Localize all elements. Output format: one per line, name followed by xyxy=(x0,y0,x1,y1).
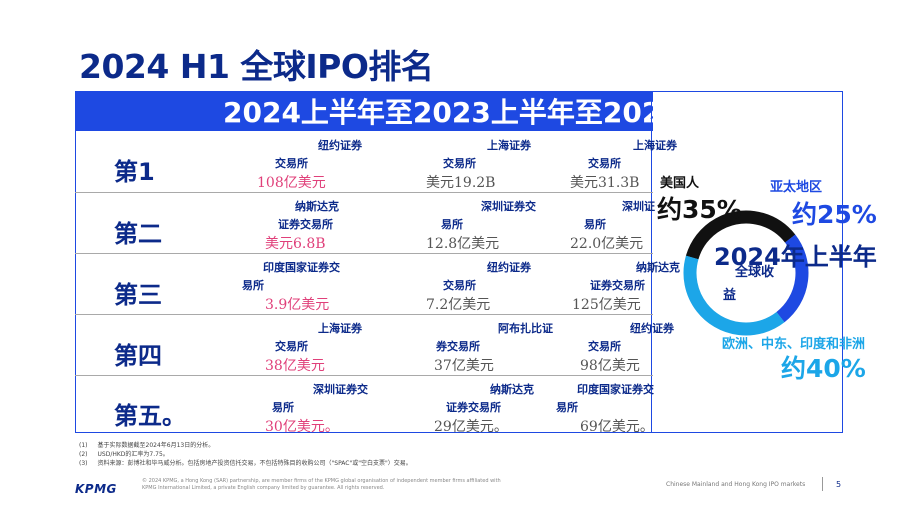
segment-pct-us: 约35% xyxy=(657,195,742,224)
donut-segment-apac xyxy=(683,210,809,336)
ipo-value: 3.9亿美元 xyxy=(265,297,330,313)
row-divider xyxy=(75,314,653,315)
exchange-name: 交易所 xyxy=(443,279,476,292)
row-divider xyxy=(75,253,653,254)
footnote-number: (1) xyxy=(79,442,88,449)
column-divider xyxy=(651,91,652,433)
exchange-name: 纳斯达克 xyxy=(636,261,680,274)
legal-line: KPMG International Limited, a private En… xyxy=(142,485,385,491)
footnote-text: USD/HKD的汇率为7.75。 xyxy=(97,451,169,458)
exchange-name: 上海证券 xyxy=(318,322,362,335)
exchange-name: 上海证券 xyxy=(633,139,677,152)
exchange-name: 印度国家证券交 xyxy=(577,383,654,396)
legal-line: © 2024 KPMG, a Hong Kong (SAR) partnersh… xyxy=(142,478,501,484)
rank-label: 第五。 xyxy=(114,402,186,430)
exchange-name: 易所 xyxy=(272,401,294,414)
ipo-value: 108亿美元 xyxy=(257,175,326,191)
ipo-value: 30亿美元。 xyxy=(265,419,339,435)
legal-text: © 2024 KPMG, a Hong Kong (SAR) partnersh… xyxy=(142,478,501,492)
exchange-name: 易所 xyxy=(441,218,463,231)
exchange-name: 上海证券 xyxy=(487,139,531,152)
footnote-text: 基于实际数据截至2024年6月13日的分析。 xyxy=(97,442,215,449)
rank-label: 第四 xyxy=(114,342,162,370)
exchange-name: 阿布扎比证 xyxy=(498,322,553,335)
ipo-value: 7.2亿美元 xyxy=(426,297,491,313)
exchange-name: 交易所 xyxy=(275,340,308,353)
segment-name-emea: 欧洲、中东、印度和非洲 xyxy=(722,337,866,352)
exchange-name: 证券交易所 xyxy=(278,218,333,231)
exchange-name: 券交易所 xyxy=(436,340,480,353)
segment-pct-emea: 约40% xyxy=(781,354,866,383)
page-title: 2024 H1 全球IPO排名 xyxy=(79,47,434,86)
donut-subtitle: 益 xyxy=(723,288,737,303)
exchange-name: 交易所 xyxy=(588,157,621,170)
ipo-value: 22.0亿美元 xyxy=(570,236,644,252)
exchange-name: 证券交易所 xyxy=(446,401,501,414)
exchange-name: 易所 xyxy=(556,401,578,414)
exchange-name: 纽约证券 xyxy=(487,261,531,274)
ipo-value: 29亿美元。 xyxy=(434,419,508,435)
footer-section-title: Chinese Mainland and Hong Kong IPO marke… xyxy=(666,481,806,488)
exchange-name: 交易所 xyxy=(443,157,476,170)
ipo-value: 美元31.3B xyxy=(570,175,640,191)
row-divider xyxy=(75,375,653,376)
exchange-name: 证券交易所 xyxy=(590,279,645,292)
donut-title: 2024年上半年 xyxy=(714,243,877,271)
segment-name-apac: 亚太地区 xyxy=(770,180,823,195)
exchange-name: 纳斯达克 xyxy=(295,200,339,213)
ipo-value: 37亿美元 xyxy=(434,358,494,374)
page-number: 5 xyxy=(836,480,842,489)
exchange-name: 印度国家证券交 xyxy=(263,261,340,274)
kpmg-logo: KPMG xyxy=(75,482,117,496)
revenue-donut-chart xyxy=(683,210,809,336)
exchange-name: 交易所 xyxy=(275,157,308,170)
donut-subtitle: 全球收 xyxy=(735,265,775,280)
row-divider xyxy=(75,192,653,193)
segment-pct-apac: 约25% xyxy=(792,200,877,229)
exchange-name: 纽约证券 xyxy=(318,139,362,152)
exchange-name: 交易所 xyxy=(588,340,621,353)
table-header-text: 2024上半年至2023上半年至2023 xyxy=(223,96,653,129)
ipo-value: 98亿美元 xyxy=(580,358,640,374)
exchange-name: 纽约证券 xyxy=(630,322,674,335)
footnotes: (1) 基于实际数据截至2024年6月13日的分析。 (2) USD/HKD的汇… xyxy=(79,441,412,468)
exchange-name: 易所 xyxy=(584,218,606,231)
rank-label: 第1 xyxy=(114,158,155,186)
table-header-bar: 2024上半年至2023上半年至2023 xyxy=(75,91,653,131)
exchange-name: 深圳证 xyxy=(622,200,655,213)
ipo-value: 69亿美元。 xyxy=(580,419,654,435)
exchange-name: 易所 xyxy=(242,279,264,292)
ipo-value: 12.8亿美元 xyxy=(426,236,500,252)
footnote: (1) 基于实际数据截至2024年6月13日的分析。 xyxy=(79,441,412,450)
footer-divider xyxy=(822,477,823,491)
exchange-name: 深圳证券交 xyxy=(313,383,368,396)
rank-label: 第三 xyxy=(114,281,162,309)
exchange-name: 深圳证券交 xyxy=(481,200,536,213)
ipo-value: 美元6.8B xyxy=(265,236,326,252)
ipo-value: 美元19.2B xyxy=(426,175,496,191)
ipo-value: 38亿美元 xyxy=(265,358,325,374)
footnote-number: (2) xyxy=(79,451,88,458)
footnote-number: (3) xyxy=(79,460,88,467)
ipo-value: 125亿美元 xyxy=(572,297,641,313)
footnote: (3) 资料来源：彭博社和毕马威分析。包括房地产投资信托交易，不包括特殊目的收购… xyxy=(79,459,412,468)
footnote-text: 资料来源：彭博社和毕马威分析。包括房地产投资信托交易，不包括特殊目的收购公司（"… xyxy=(97,460,412,467)
exchange-name: 纳斯达克 xyxy=(490,383,534,396)
rank-label: 第二 xyxy=(114,220,162,248)
footnote: (2) USD/HKD的汇率为7.75。 xyxy=(79,450,412,459)
segment-name-us: 美国人 xyxy=(660,176,700,191)
